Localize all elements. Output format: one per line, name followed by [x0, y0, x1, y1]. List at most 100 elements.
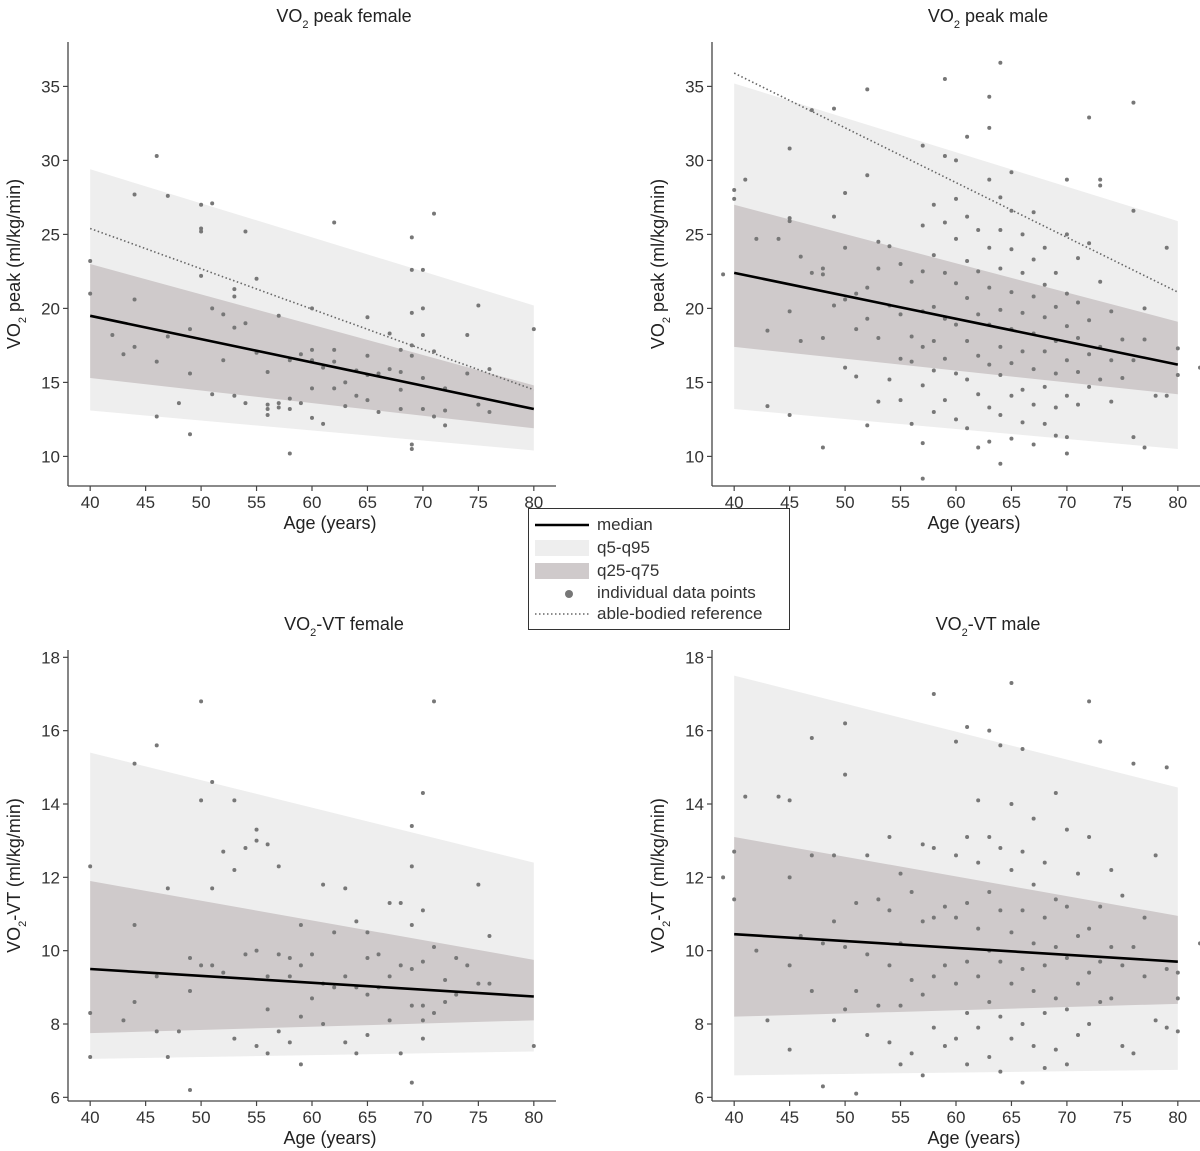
data-point — [1042, 421, 1047, 426]
data-point — [976, 798, 981, 803]
data-point — [476, 882, 481, 887]
data-point — [354, 919, 359, 924]
data-point — [432, 414, 436, 419]
data-point — [843, 245, 848, 250]
x-tick-label: 75 — [469, 1108, 488, 1127]
data-point — [1020, 349, 1025, 354]
legend-inner-band-swatch — [535, 563, 589, 579]
data-point — [1031, 402, 1036, 407]
data-point — [132, 1000, 137, 1004]
x-tick-label: 65 — [1002, 1108, 1021, 1127]
data-point — [1098, 183, 1103, 188]
data-point — [298, 923, 303, 927]
data-point — [110, 333, 115, 338]
data-point — [1020, 387, 1025, 392]
data-point — [809, 270, 814, 275]
data-point — [420, 791, 425, 795]
x-tick-label: 75 — [1113, 493, 1132, 512]
data-point — [743, 794, 748, 799]
data-point — [843, 297, 848, 302]
data-point — [954, 158, 958, 163]
data-point — [909, 359, 914, 364]
data-point — [332, 347, 337, 352]
data-point — [354, 393, 359, 398]
data-point — [420, 306, 425, 311]
data-point — [1131, 945, 1136, 949]
data-point — [854, 291, 859, 296]
data-point — [909, 279, 914, 284]
data-point — [887, 1040, 892, 1045]
x-tick-label: 80 — [1168, 493, 1187, 512]
data-point — [965, 338, 970, 343]
data-point — [265, 412, 270, 417]
data-point — [265, 407, 270, 412]
data-point — [409, 1080, 414, 1085]
y-tick-label: 16 — [685, 722, 704, 741]
data-point — [443, 978, 448, 982]
data-point — [787, 963, 792, 968]
data-point — [420, 959, 425, 964]
data-point — [1042, 915, 1047, 920]
data-point — [998, 743, 1003, 748]
data-point — [243, 321, 248, 326]
data-point — [210, 780, 215, 784]
y-tick-label: 20 — [685, 299, 704, 318]
data-point — [1009, 170, 1014, 175]
data-point — [820, 336, 825, 340]
data-point — [1009, 802, 1014, 806]
data-point — [287, 451, 292, 456]
data-point — [843, 772, 848, 777]
data-point — [1064, 956, 1069, 960]
data-point — [298, 1014, 303, 1019]
data-point — [832, 214, 836, 219]
data-point — [954, 371, 958, 376]
data-point — [1009, 361, 1014, 366]
data-point — [1087, 835, 1092, 839]
data-point — [154, 153, 159, 158]
data-point — [432, 1011, 436, 1015]
data-point — [1009, 868, 1014, 872]
data-point — [188, 371, 192, 376]
data-point — [965, 835, 970, 839]
median-line — [733, 271, 1179, 366]
data-point — [931, 304, 936, 309]
y-tick-label: 30 — [41, 151, 60, 170]
data-point — [898, 1003, 903, 1008]
data-point — [276, 952, 281, 957]
data-point — [876, 239, 881, 244]
x-tick-label: 55 — [891, 493, 910, 512]
data-point — [1175, 970, 1180, 975]
data-point — [998, 412, 1003, 417]
data-point — [1175, 346, 1180, 351]
data-point — [332, 220, 337, 225]
data-point — [987, 125, 992, 130]
data-point — [387, 367, 392, 372]
data-point — [232, 393, 237, 398]
data-point — [1120, 337, 1125, 342]
data-point — [876, 336, 881, 340]
y-tick-label: 25 — [685, 225, 704, 244]
data-point — [154, 1029, 159, 1034]
data-point — [376, 371, 381, 376]
data-point — [965, 214, 970, 219]
data-point — [954, 417, 958, 422]
data-point — [965, 377, 970, 382]
data-point — [1009, 681, 1014, 685]
data-point — [843, 190, 848, 195]
data-point — [942, 220, 947, 225]
data-point — [942, 963, 947, 968]
data-point — [998, 846, 1003, 850]
data-point — [276, 1029, 281, 1034]
data-point — [832, 853, 836, 858]
x-tick-label: 50 — [836, 1108, 855, 1127]
data-point — [443, 423, 448, 428]
data-point — [920, 476, 925, 481]
data-point — [1064, 393, 1069, 398]
data-point — [732, 897, 737, 902]
data-point — [865, 423, 870, 428]
data-point — [298, 963, 303, 968]
data-point — [243, 846, 248, 850]
data-point — [987, 405, 992, 410]
y-tick-label: 8 — [695, 1015, 704, 1034]
data-point — [998, 195, 1003, 200]
